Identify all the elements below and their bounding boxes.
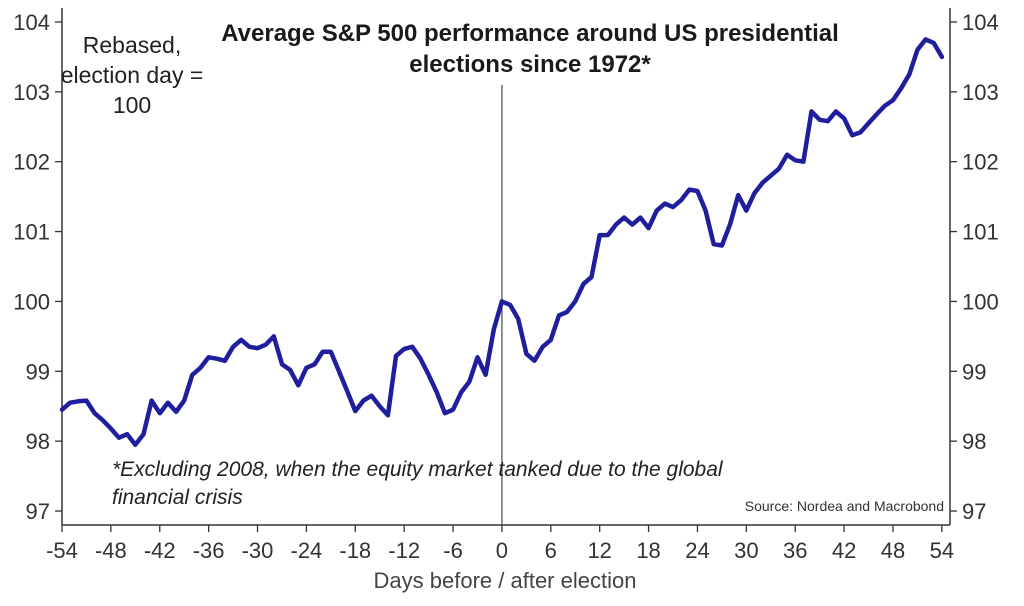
y-tick-label-left: 103 — [13, 80, 50, 105]
y-tick-label-left: 104 — [13, 10, 50, 35]
y-tick-labels: 97 97 98 98 99 99 100 100 101 101 102 102 103 103 104 1… — [13, 10, 998, 524]
x-tick-labels: -54 -48 -42 -36 -30 -24 -18 -12 -6 0 6 12 18 24 30 36 42… — [46, 538, 954, 563]
x-tick-label: -42 — [144, 538, 176, 563]
x-tick-label: 6 — [545, 538, 557, 563]
x-tick-label: 42 — [832, 538, 856, 563]
y-tick-label-right: 98 — [962, 429, 986, 454]
y-tick-label-right: 102 — [962, 150, 999, 175]
x-tick-label: 30 — [734, 538, 758, 563]
y-tick-label-left: 100 — [13, 289, 50, 314]
x-tick-label: 36 — [783, 538, 807, 563]
x-tick-label: -12 — [388, 538, 420, 563]
x-axis-label: Days before / after election — [373, 568, 637, 593]
x-tick-label: -36 — [193, 538, 225, 563]
y-tick-label-left: 102 — [13, 150, 50, 175]
x-tick-label: -48 — [95, 538, 127, 563]
x-tick-label: -6 — [443, 538, 463, 563]
x-tick-label: -54 — [46, 538, 78, 563]
source-note: Source: Nordea and Macrobond — [744, 498, 944, 514]
y-tick-label-right: 103 — [962, 80, 999, 105]
y-tick-label-left: 98 — [26, 429, 50, 454]
y-tick-label-left: 97 — [26, 499, 50, 524]
x-tick-label: 12 — [587, 538, 611, 563]
y-tick-label-left: 101 — [13, 220, 50, 245]
x-tick-label: 48 — [881, 538, 905, 563]
y-axis-label: Rebased, election day = 100 — [60, 32, 204, 118]
footnote: *Excluding 2008, when the equity market … — [112, 458, 723, 509]
x-tick-label: 18 — [636, 538, 660, 563]
series-line — [59, 37, 945, 447]
x-tick-label: 24 — [685, 538, 709, 563]
y-tick-label-right: 100 — [962, 289, 999, 314]
y-tick-label-right: 99 — [962, 359, 986, 384]
series-group — [59, 37, 945, 447]
x-tick-label: -18 — [339, 538, 371, 563]
y-tick-label-right: 97 — [962, 499, 986, 524]
y-tick-label-right: 101 — [962, 220, 999, 245]
x-tick-label: 54 — [930, 538, 954, 563]
x-tick-label: 0 — [496, 538, 508, 563]
y-tick-label-left: 99 — [26, 359, 50, 384]
x-tick-label: -30 — [242, 538, 274, 563]
y-tick-label-right: 104 — [962, 10, 999, 35]
chart-title: Average S&P 500 performance around US pr… — [221, 20, 839, 78]
x-tick-label: -24 — [291, 538, 323, 563]
axes — [55, 8, 957, 532]
